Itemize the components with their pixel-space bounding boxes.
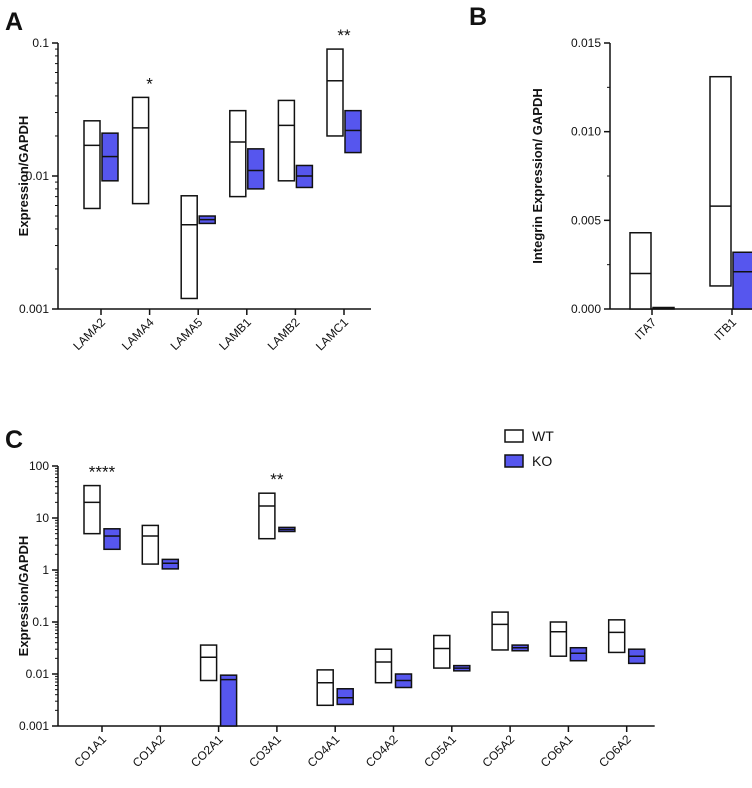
legend: WT KO xyxy=(504,428,554,469)
pc-bar-ko-co2a1 xyxy=(219,674,238,727)
chart-panel-a: 0.001 0.01 0.1 Expression/GAPDH LAMA2 LAMA4 LA… xyxy=(16,26,371,353)
pc-bar-ko-co4a1 xyxy=(336,688,354,706)
pc-significance-co3a1: ** xyxy=(270,470,284,489)
pb-bar-ko-ita7 xyxy=(652,306,675,310)
pc-significance-co1a1: **** xyxy=(89,463,116,482)
pa-xtick-label-lamb2: LAMB2 xyxy=(265,315,303,353)
panel-label-c: C xyxy=(5,426,23,454)
pc-xtick-label-co4a2: CO4A2 xyxy=(363,732,401,770)
pa-bar-wt-lama2 xyxy=(83,120,101,210)
panel-label-a: A xyxy=(5,8,23,36)
pb-ytick-label-0: 0.000 xyxy=(571,302,601,316)
pa-bar-wt-lamc1 xyxy=(326,48,344,137)
legend-swatch-wt xyxy=(504,429,524,443)
pc-xtick-label-co5a2: CO5A2 xyxy=(479,732,517,770)
pc-ytick-label-5: 100 xyxy=(29,459,49,473)
pc-bar-wt-co4a2 xyxy=(374,648,393,684)
pa-bar-ko-lamb1 xyxy=(247,148,265,190)
pc-bar-wt-co3a1 xyxy=(258,492,276,540)
pc-bar-wt-co1a2 xyxy=(141,524,160,565)
pc-xtick-label-co1a2: CO1A2 xyxy=(130,732,168,770)
pb-bar-wt-ita7 xyxy=(629,231,652,310)
pc-bar-wt-co2a1 xyxy=(199,644,218,682)
pa-bar-wt-lama4 xyxy=(131,96,150,205)
chart-panel-b: 0.000 0.005 0.010 0.015 Integrin Expression/… xyxy=(530,36,752,343)
pc-bar-wt-co4a1 xyxy=(316,669,334,707)
pa-xtick-label-lamc1: LAMC1 xyxy=(313,315,351,353)
pc-xtick-label-co1a1: CO1A1 xyxy=(71,732,109,770)
pc-bar-wt-co6a1 xyxy=(549,621,568,657)
panel-label-b: B xyxy=(469,3,487,31)
pc-xtick-label-co5a1: CO5A1 xyxy=(421,732,459,770)
pc-ytick-label-2: 0.1 xyxy=(32,615,49,629)
pc-ytick-label-1: 0.01 xyxy=(26,667,50,681)
pa-bar-wt-lamb1 xyxy=(229,109,247,198)
pc-ytick-label-0: 0.001 xyxy=(19,719,49,733)
legend-label-ko: KO xyxy=(532,453,552,469)
pc-bar-ko-co6a1 xyxy=(569,646,588,662)
pc-xtick-label-co3a1: CO3A1 xyxy=(246,732,284,770)
legend-label-wt: WT xyxy=(532,428,554,444)
pb-xtick-label-itb1: ITB1 xyxy=(711,315,739,343)
pa-ytick-label-2: 0.1 xyxy=(32,36,49,50)
pb-ytick-label-1: 0.005 xyxy=(571,213,601,227)
pc-bar-ko-co1a2 xyxy=(161,558,180,570)
pc-bar-wt-co5a1 xyxy=(433,634,451,669)
pb-ytick-label-2: 0.010 xyxy=(571,125,601,139)
pa-significance-lama4: * xyxy=(146,74,153,93)
pa-xtick-label-lama2: LAMA2 xyxy=(70,315,108,353)
pc-ytick-label-3: 1 xyxy=(42,563,49,577)
pa-significance-lamc1: ** xyxy=(337,26,351,45)
pc-xtick-label-co6a1: CO6A1 xyxy=(538,732,576,770)
pa-bar-wt-lama5 xyxy=(180,195,198,300)
pa-xtick-label-lamb1: LAMB1 xyxy=(216,315,254,353)
pa-bar-ko-lamc1 xyxy=(344,109,362,154)
pb-xtick-label-ita7: ITA7 xyxy=(632,315,659,342)
pb-ytick-label-3: 0.015 xyxy=(571,36,601,50)
pc-bar-wt-co5a2 xyxy=(491,611,509,651)
pc-bar-wt-co1a1 xyxy=(83,484,101,535)
pb-y-axis-title: Integrin Expression/ GAPDH xyxy=(530,88,545,264)
pc-xtick-label-co4a1: CO4A1 xyxy=(305,732,343,770)
pb-bar-ko-itb1 xyxy=(732,251,752,310)
chart-panel-c: 0.001 0.01 0.1 1 10 100 Expression/GAPDH CO1A1 C… xyxy=(16,459,655,770)
pa-xtick-label-lama5: LAMA5 xyxy=(168,315,206,353)
pa-xtick-label-lama4: LAMA4 xyxy=(119,315,157,353)
pa-ytick-label-1: 0.01 xyxy=(26,169,50,183)
pa-ytick-label-0: 0.001 xyxy=(19,302,49,316)
pc-y-axis-title: Expression/GAPDH xyxy=(16,536,31,657)
pc-xtick-label-co2a1: CO2A1 xyxy=(188,732,226,770)
pa-y-axis-title: Expression/GAPDH xyxy=(16,116,31,237)
pc-bar-ko-co1a1 xyxy=(103,528,121,551)
pc-ytick-label-4: 10 xyxy=(36,511,50,525)
pc-bar-wt-co6a2 xyxy=(607,619,626,654)
legend-swatch-ko xyxy=(504,454,524,468)
pc-xtick-label-co6a2: CO6A2 xyxy=(596,732,634,770)
pa-bar-wt-lamb2 xyxy=(277,99,296,182)
pb-bar-wt-itb1 xyxy=(709,75,732,287)
